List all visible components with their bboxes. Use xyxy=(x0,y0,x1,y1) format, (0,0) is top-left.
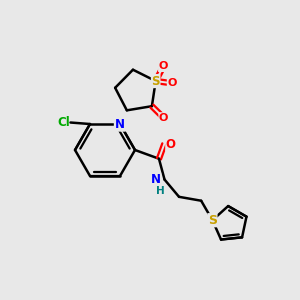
Text: O: O xyxy=(159,113,168,123)
Text: S: S xyxy=(208,214,217,227)
Text: S: S xyxy=(152,75,160,88)
Text: N: N xyxy=(151,173,161,186)
Text: O: O xyxy=(167,78,177,88)
Text: H: H xyxy=(156,186,165,196)
Text: N: N xyxy=(115,118,125,130)
Text: O: O xyxy=(159,61,168,71)
Text: O: O xyxy=(166,138,176,151)
Text: Cl: Cl xyxy=(58,116,70,129)
